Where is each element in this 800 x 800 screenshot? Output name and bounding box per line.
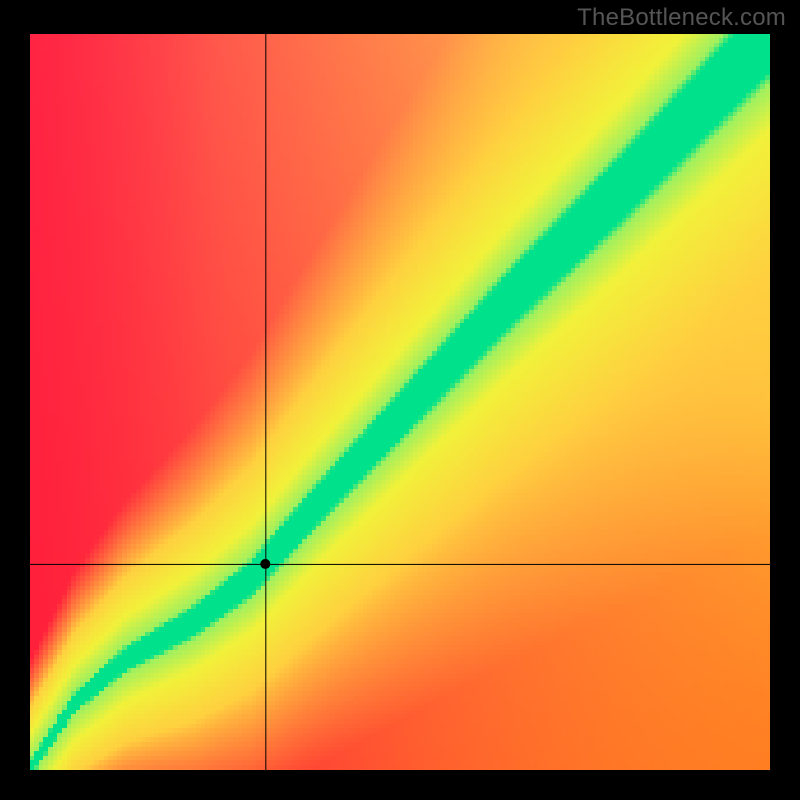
- heatmap-canvas: [30, 34, 770, 770]
- heatmap-plot: [30, 34, 770, 770]
- watermark-text: TheBottleneck.com: [577, 4, 786, 32]
